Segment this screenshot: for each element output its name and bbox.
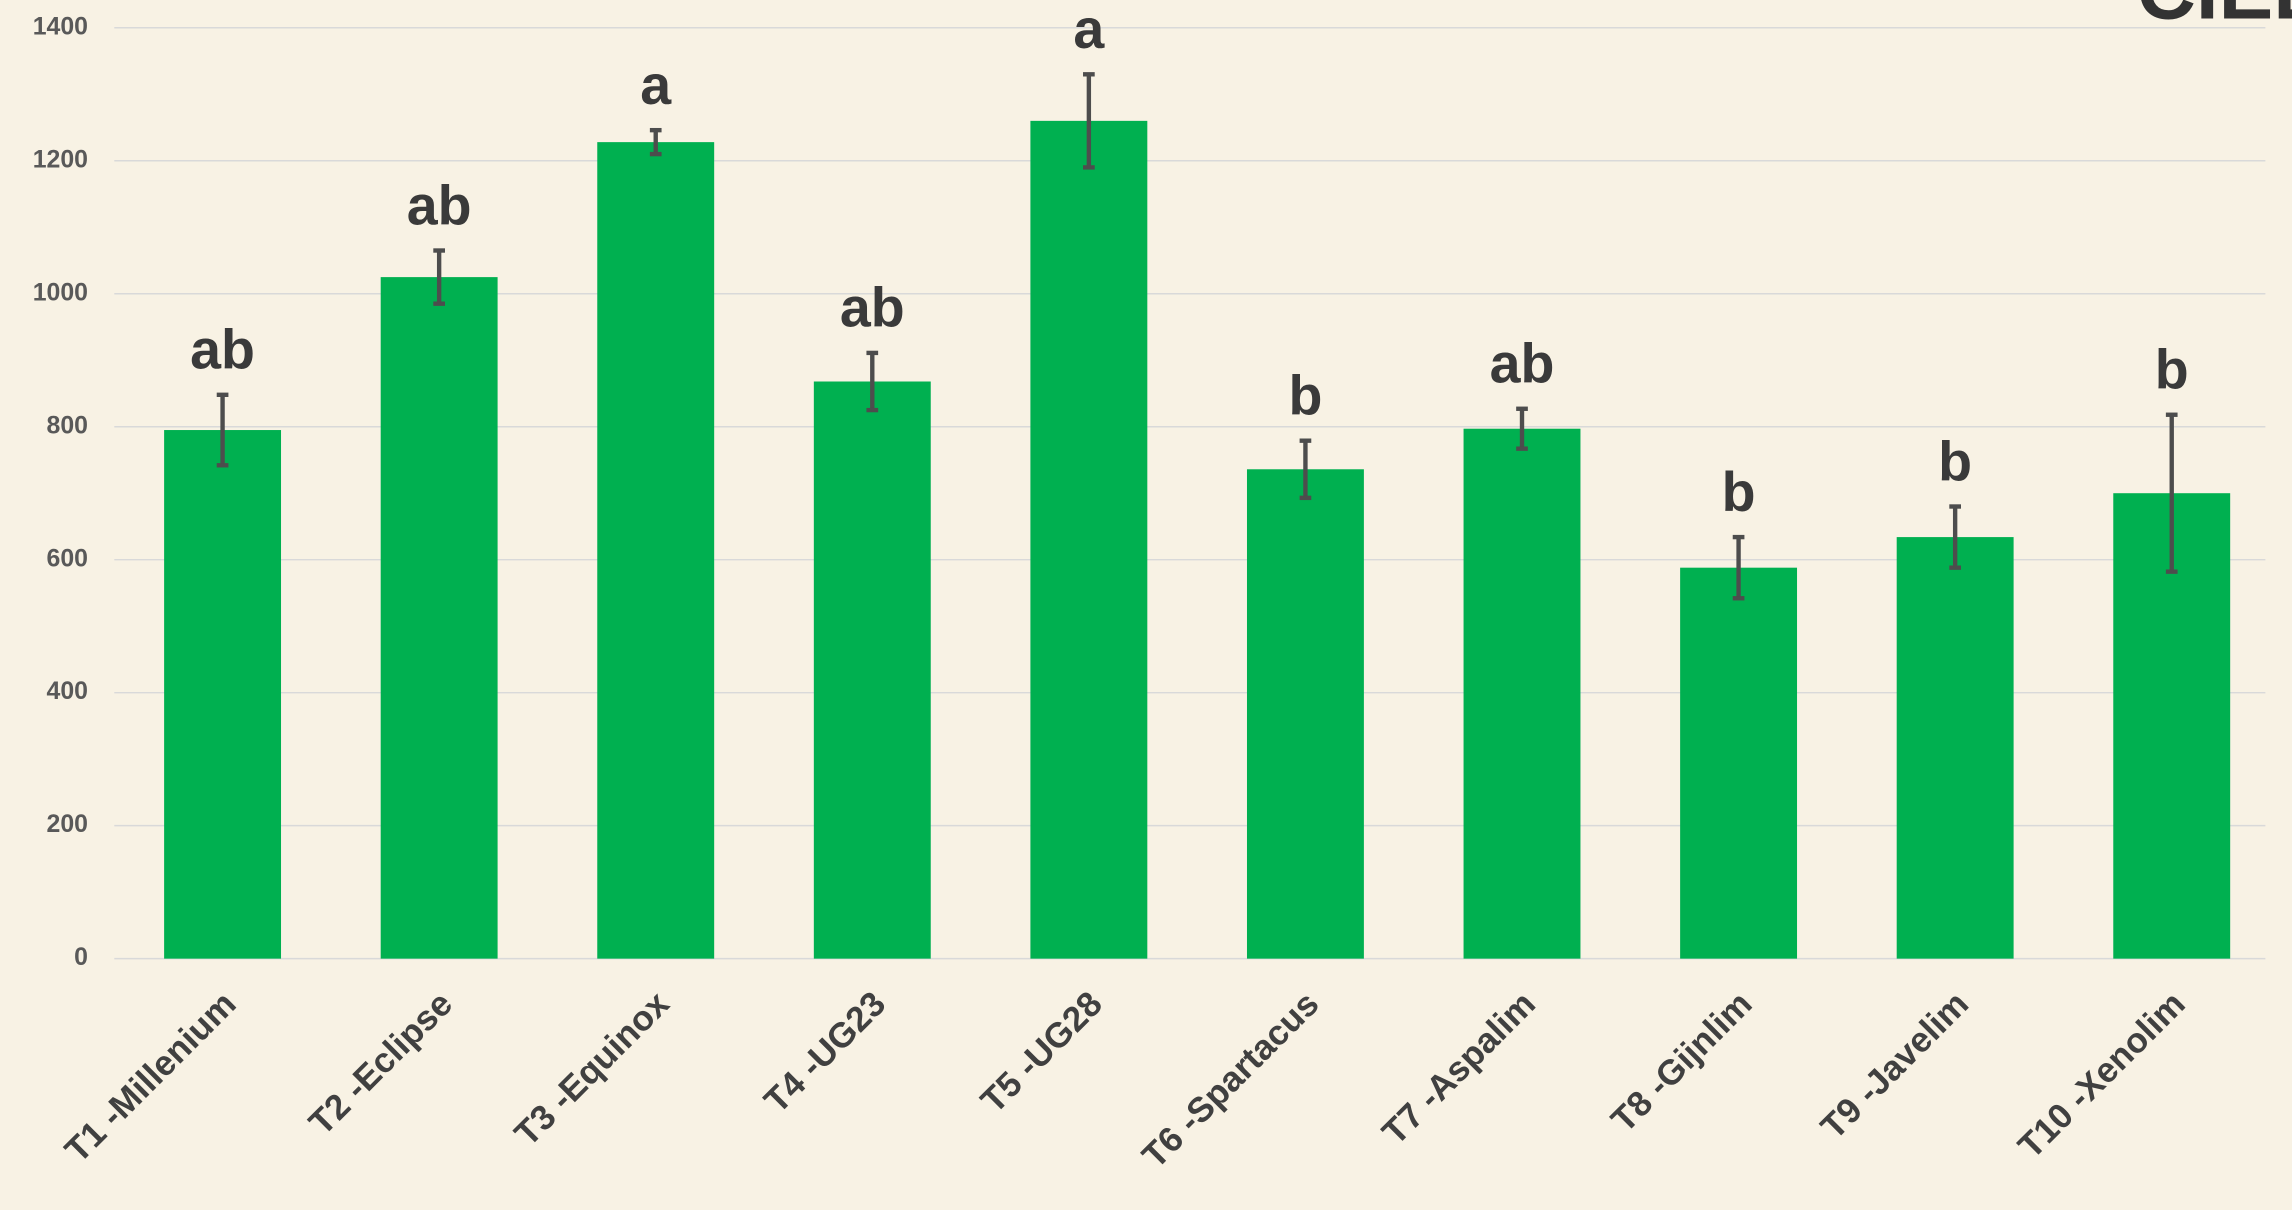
significance-letter: a <box>1073 0 1105 60</box>
error-bar <box>649 127 662 157</box>
bar <box>813 381 931 959</box>
y-tick-label: 800 <box>47 412 88 439</box>
bar <box>164 430 282 959</box>
error-bar <box>866 350 879 413</box>
bar <box>597 142 715 959</box>
y-tick-label: 1400 <box>33 13 88 40</box>
significance-letter: b <box>1722 461 1756 523</box>
y-tick-label: 0 <box>74 944 88 971</box>
error-bar <box>1299 438 1312 501</box>
significance-letter: b <box>1288 364 1322 426</box>
error-bar <box>2165 412 2178 574</box>
bar <box>1030 120 1148 959</box>
y-tick-label: 1000 <box>33 279 88 306</box>
logo: CIEL <box>2137 0 2292 37</box>
error-bar <box>1732 534 1745 601</box>
bar <box>1463 428 1581 959</box>
significance-letter: ab <box>840 277 905 339</box>
y-tick-label: 600 <box>47 545 88 572</box>
bar <box>1246 469 1364 959</box>
error-bar <box>433 248 445 306</box>
significance-letter: b <box>2155 339 2189 401</box>
significance-letter: ab <box>1490 333 1555 395</box>
bar <box>1896 537 2014 959</box>
y-tick-label: 1200 <box>33 146 88 173</box>
bar <box>380 277 498 959</box>
y-tick-label: 200 <box>47 811 88 838</box>
error-bar <box>1083 72 1095 170</box>
error-bar <box>1949 504 1961 570</box>
significance-letter: b <box>1938 430 1972 492</box>
error-bar <box>1516 406 1528 451</box>
y-tick-label: 400 <box>47 678 88 705</box>
error-bar <box>216 392 229 468</box>
significance-letter: ab <box>190 319 255 381</box>
significance-letter: a <box>640 54 672 116</box>
significance-letter: ab <box>407 174 472 236</box>
bar <box>1680 567 1798 959</box>
